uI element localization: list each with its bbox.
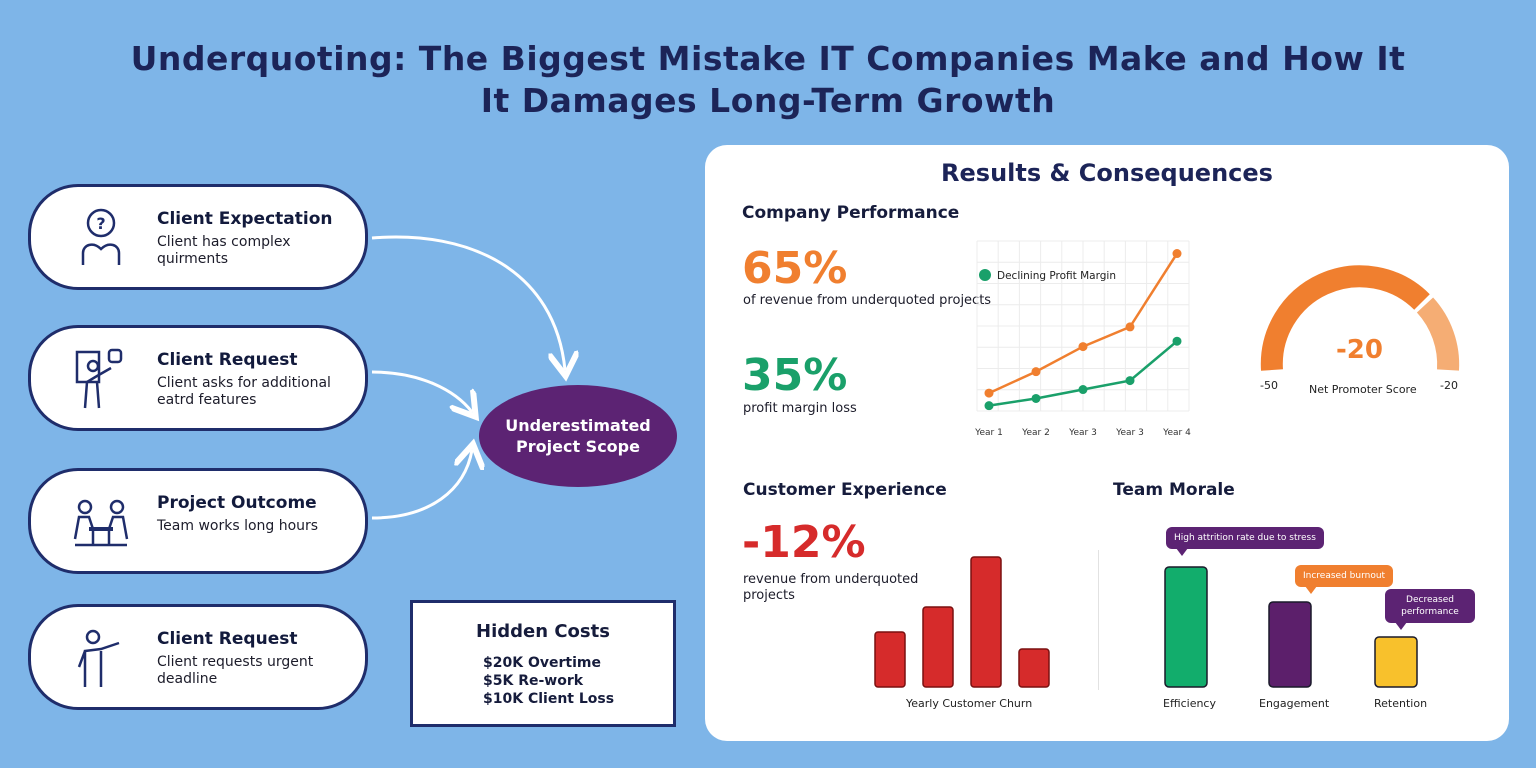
morale-bar-chart — [1164, 566, 1418, 688]
churn-bar-chart — [874, 556, 1050, 688]
morale-bar — [1374, 636, 1418, 688]
page-title: Underquoting: The Biggest Mistake IT Com… — [0, 38, 1536, 122]
step-desc: Team works long hours — [157, 518, 319, 534]
churn-bar — [1018, 648, 1050, 688]
arrow-1 — [371, 235, 565, 370]
series-point — [1172, 336, 1182, 346]
presenter-icon — [75, 348, 123, 409]
x-tick-label: Year 1 — [974, 428, 1003, 438]
x-tick-label: Year 3 — [1068, 428, 1097, 438]
hidden-costs-box: Hidden Costs $20K Overtime $5K Re-work $… — [410, 600, 676, 727]
step-desc: Client asks for additional eatrd feature… — [157, 375, 331, 408]
morale-bar — [1164, 566, 1208, 688]
section-divider — [1098, 550, 1099, 690]
legend-label: Declining Profit Margin — [997, 270, 1116, 282]
churn-x-label: Yearly Customer Churn — [906, 697, 1033, 710]
stat-revenue-caption: of revenue from underquoted projects — [743, 293, 992, 308]
nps-value: -20 — [1336, 335, 1383, 365]
x-tick-label: Year 4 — [1162, 428, 1191, 438]
results-panel: Results & Consequences Company Performan… — [705, 145, 1509, 741]
churn-bar — [970, 556, 1002, 688]
question-person-icon: ? — [81, 208, 121, 265]
annotation-performance: Decreased performance — [1385, 589, 1475, 630]
morale-bar — [1268, 601, 1312, 688]
profit-line-chart: Year 1 Year 2 Year 3 Year 3 Year 4 Declining… — [974, 240, 1191, 438]
morale-label-retention: Retention — [1374, 697, 1428, 710]
x-tick-label: Year 2 — [1021, 428, 1050, 438]
team-meeting-icon — [73, 499, 129, 547]
hidden-cost-item: $10K Client Loss — [483, 691, 615, 707]
nps-label: Net Promoter Score — [1309, 383, 1417, 396]
churn-bar — [922, 606, 954, 688]
step-card-client-expectation: ? Client Expectation Client has complex … — [28, 184, 368, 290]
gauge-arc-end — [1416, 297, 1460, 371]
scope-line-1: Underestimated — [505, 416, 651, 435]
team-morale-title: Team Morale — [1113, 480, 1235, 500]
gauge-arc-main — [1260, 265, 1430, 371]
scope-line-2: Project Scope — [516, 437, 640, 456]
morale-label-engagement: Engagement — [1259, 697, 1330, 710]
step-desc: Client requests urgent deadline — [157, 654, 314, 687]
arrow-3 — [371, 450, 472, 520]
nps-gauge — [1260, 265, 1460, 371]
nps-min-label: -50 — [1260, 379, 1278, 392]
stat-customer-caption: revenue from underquoted projects — [743, 572, 919, 603]
series-point — [1125, 376, 1135, 386]
title-line-2: It Damages Long-Term Growth — [480, 81, 1056, 120]
step-title: Project Outcome — [157, 493, 317, 513]
series-point — [1125, 322, 1135, 332]
company-performance-title: Company Performance — [742, 203, 960, 223]
series-point — [1031, 367, 1041, 377]
step-desc: Client has complex quirments — [157, 234, 291, 267]
hidden-cost-item: $5K Re-work — [483, 673, 584, 689]
step-title: Client Request — [157, 629, 298, 649]
annotation-attrition: High attrition rate due to stress — [1166, 527, 1324, 556]
x-tick-label: Year 3 — [1115, 428, 1144, 438]
title-line-1: Underquoting: The Biggest Mistake IT Com… — [130, 39, 1406, 78]
legend-dot — [979, 269, 991, 281]
annotation-burnout: Increased burnout — [1295, 565, 1394, 594]
series-point — [1078, 385, 1088, 395]
series-point — [1172, 249, 1182, 259]
morale-label-efficiency: Efficiency — [1163, 697, 1216, 710]
stat-profit-margin-loss: 35% — [742, 350, 848, 401]
arrow-2 — [371, 370, 472, 412]
scope-ellipse: Underestimated Project Scope — [479, 385, 677, 487]
series-point — [1078, 342, 1088, 352]
stat-revenue-underquoted: 65% — [742, 243, 848, 294]
step-title: Client Request — [157, 350, 298, 370]
hidden-costs-title: Hidden Costs — [476, 621, 610, 642]
stat-customer-revenue: -12% — [742, 517, 866, 568]
churn-bar — [874, 631, 906, 688]
step-card-project-outcome: Project Outcome Team works long hours — [28, 468, 368, 574]
hidden-cost-item: $20K Overtime — [483, 655, 601, 671]
series-point — [1031, 393, 1041, 403]
nps-max-label: -20 — [1440, 379, 1458, 392]
series-point — [984, 388, 994, 398]
series-point — [984, 401, 994, 411]
results-title: Results & Consequences — [941, 159, 1273, 187]
step-card-client-request-urgent: Client Request Client requests urgent de… — [28, 604, 368, 710]
step-title: Client Expectation — [157, 209, 333, 229]
stat-profit-caption: profit margin loss — [743, 401, 857, 416]
step-card-client-request: Client Request Client asks for additiona… — [28, 325, 368, 431]
pointing-person-icon — [77, 629, 120, 687]
svg-text:?: ? — [96, 214, 105, 233]
customer-experience-title: Customer Experience — [743, 480, 947, 500]
